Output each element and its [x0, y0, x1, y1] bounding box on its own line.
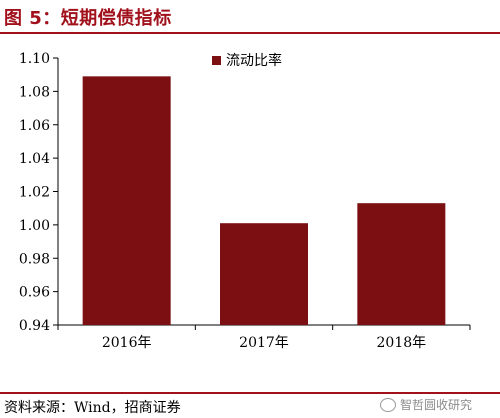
footer-divider [0, 392, 500, 394]
y-tick-label: 1.10 [19, 51, 50, 67]
y-tick-label: 0.98 [19, 251, 50, 267]
x-tick-label: 2017年 [239, 335, 289, 351]
y-tick-label: 0.94 [19, 318, 50, 334]
y-tick-label: 1.08 [19, 84, 50, 100]
bar [82, 76, 171, 325]
watermark-text: 智哲圆收研究 [400, 398, 473, 412]
legend-label: 流动比率 [226, 52, 282, 69]
bar [220, 223, 308, 325]
title-bar: 图 5：短期偿债指标 [0, 0, 500, 30]
x-tick-label: 2016年 [102, 335, 152, 351]
bar [357, 203, 446, 325]
watermark: 智哲圆收研究 [380, 396, 472, 413]
legend-swatch [212, 56, 221, 65]
y-tick-label: 1.04 [19, 151, 50, 167]
y-tick-label: 1.00 [19, 218, 50, 234]
y-tick-label: 1.02 [19, 185, 50, 201]
chat-bubble-icon [380, 397, 396, 412]
title-divider [0, 32, 500, 34]
y-tick-label: 0.96 [19, 285, 50, 301]
bar-chart: 0.94 0.96 0.98 1.00 1.02 1.04 1.06 1.08 1.10 2016… [19, 51, 471, 351]
source-note: 资料来源：Wind，招商证券 [4, 400, 181, 416]
figure-title: 图 5：短期偿债指标 [4, 8, 172, 29]
x-tick-label: 2018年 [377, 335, 427, 351]
y-tick-label: 1.06 [19, 118, 50, 134]
